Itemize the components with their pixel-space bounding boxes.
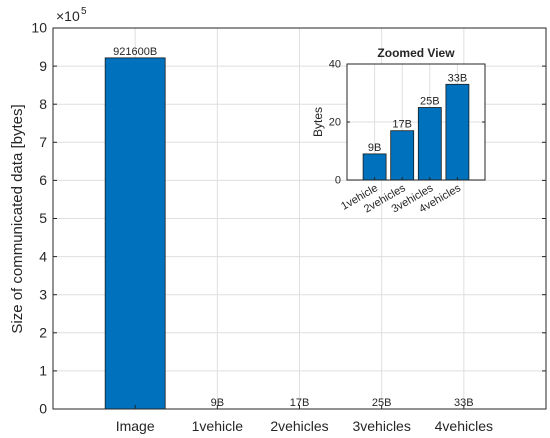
main-y-tick-label: 0 — [39, 401, 47, 417]
main-bar-data-label: 25B — [372, 397, 392, 409]
inset-y-tick-label: 40 — [329, 59, 341, 71]
main-y-tick-label: 10 — [31, 20, 47, 36]
main-y-tick-label: 1 — [39, 363, 47, 379]
inset-y-axis-label: Bytes — [311, 107, 325, 137]
main-y-tick-label: 5 — [39, 210, 47, 226]
main-bar-data-label: 9B — [211, 397, 224, 409]
main-x-tick-label: 3vehicles — [352, 418, 410, 434]
inset-bar-data-label: 9B — [368, 142, 381, 154]
inset-bar-data-label: 17B — [392, 119, 412, 131]
main-y-tick-label: 3 — [39, 286, 47, 302]
inset-bar-2vehicles — [390, 130, 415, 181]
inset-bar-3vehicles — [417, 107, 442, 181]
inset-bar-1vehicle — [362, 153, 387, 181]
main-y-tick-label: 9 — [39, 58, 47, 74]
inset-bar-data-label: 33B — [448, 72, 468, 84]
main-y-tick-label: 7 — [39, 134, 47, 150]
main-x-tick-label: 2vehicles — [270, 418, 328, 434]
main-bar-data-label: 921600B — [113, 46, 157, 58]
inset-title: Zoomed View — [377, 46, 455, 60]
main-bar-data-label: 17B — [290, 397, 310, 409]
main-bar-data-label: 33B — [454, 397, 474, 409]
main-x-tick-label: 1vehicle — [192, 418, 244, 434]
main-y-tick-label: 8 — [39, 96, 47, 112]
inset-bar-4vehicles — [445, 83, 470, 181]
main-y-tick-label: 6 — [39, 172, 47, 188]
main-y-tick-label: 2 — [39, 324, 47, 340]
inset-bar-data-label: 25B — [420, 96, 440, 108]
y-exponent-base: ×10 — [56, 8, 80, 24]
main-y-tick-label: 4 — [39, 248, 47, 264]
y-axis-label: Size of communicated data [bytes] — [9, 104, 26, 333]
inset-y-tick-label: 20 — [329, 117, 341, 129]
main-x-tick-label: Image — [116, 418, 155, 434]
main-bar-Image — [104, 57, 166, 410]
y-exponent-power: 5 — [81, 6, 87, 17]
inset-y-tick-label: 0 — [335, 175, 341, 187]
main-x-tick-label: 4vehicles — [435, 418, 493, 434]
